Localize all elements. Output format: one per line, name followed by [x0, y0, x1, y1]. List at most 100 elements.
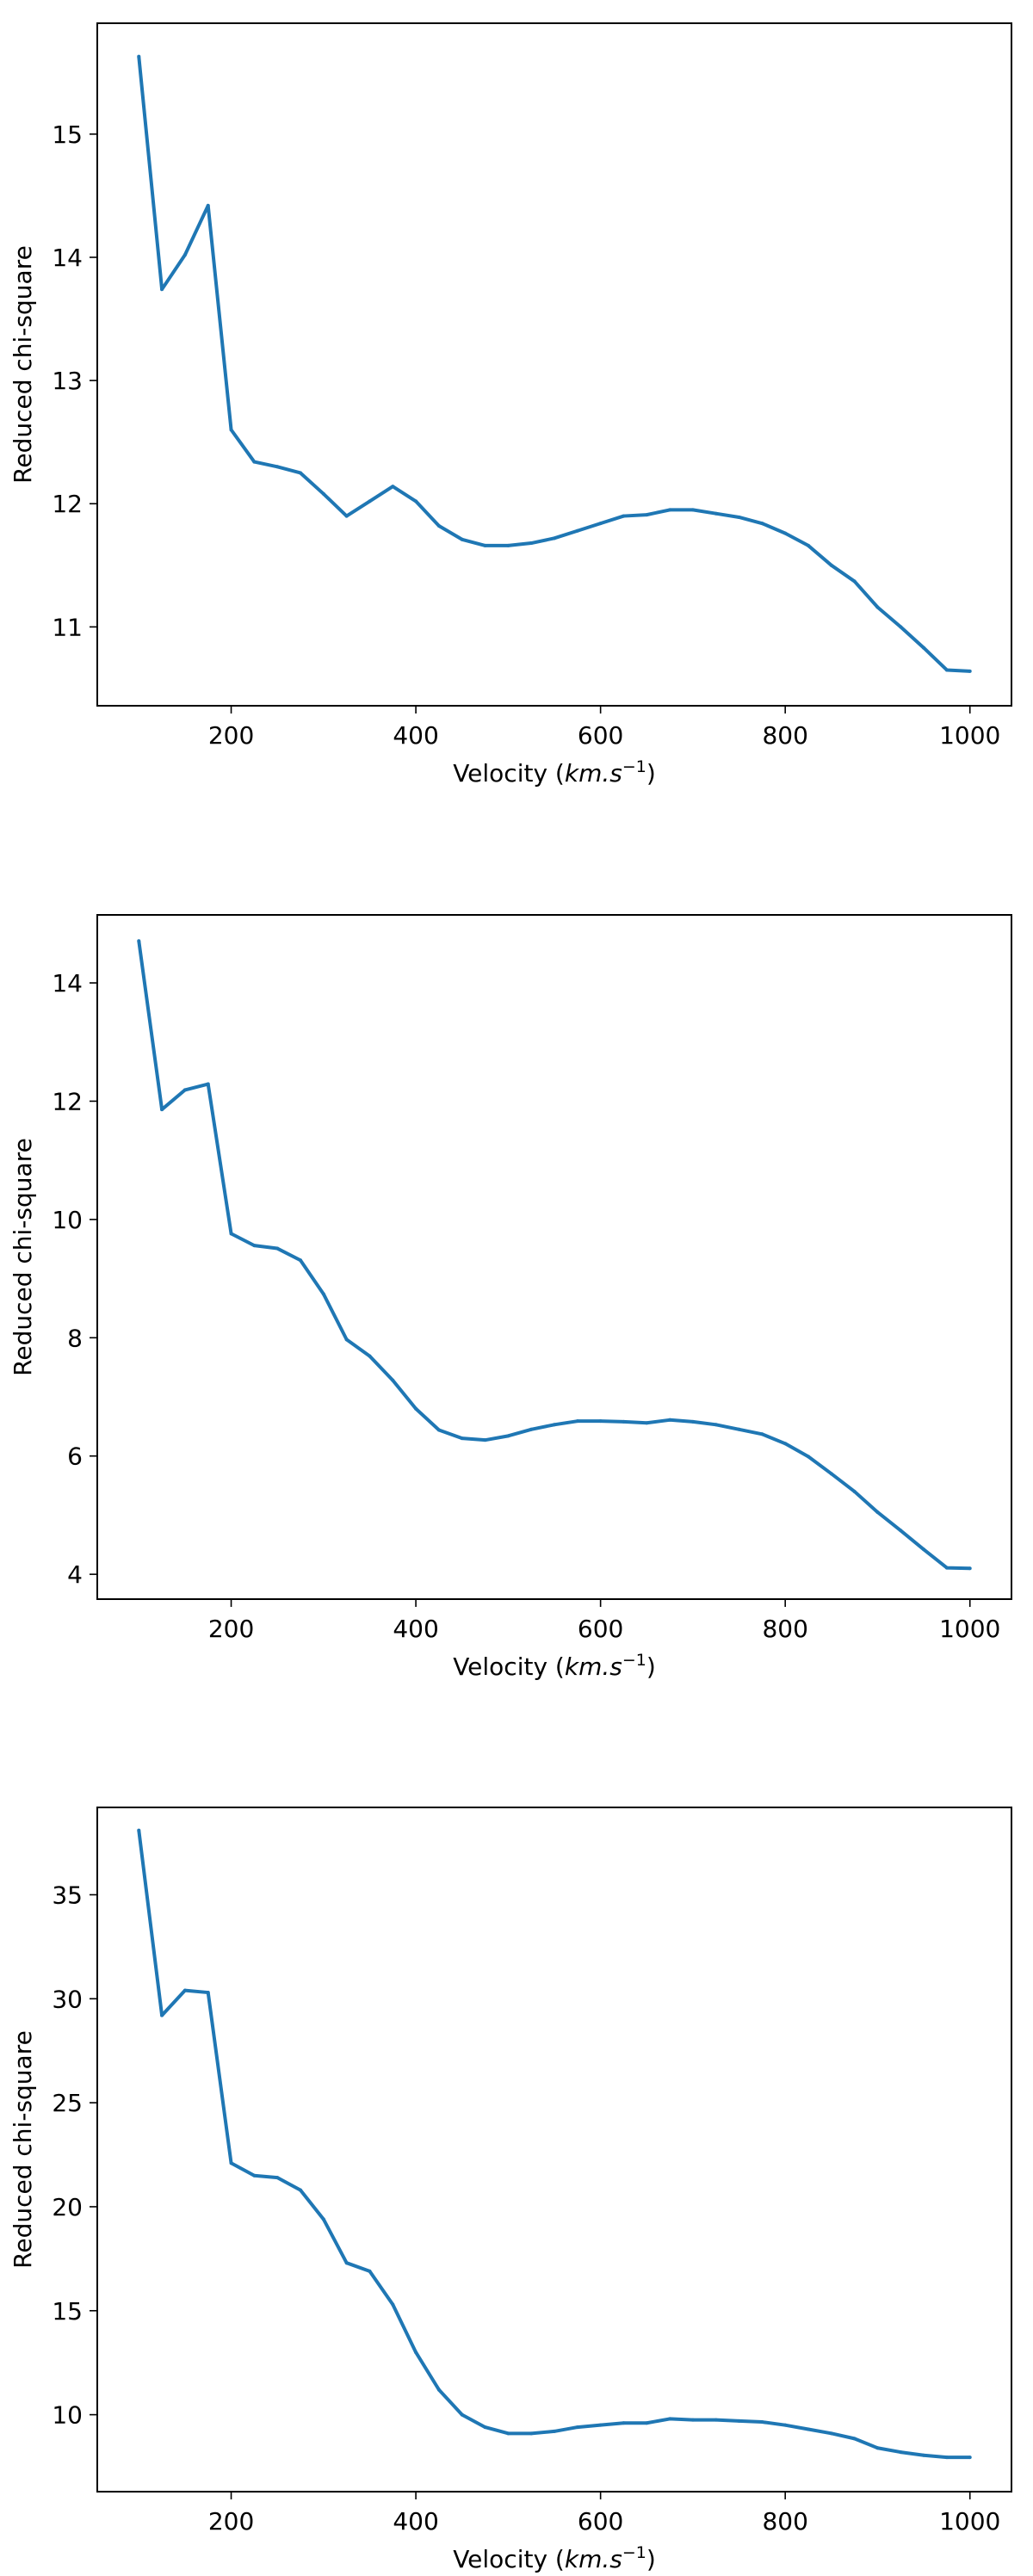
chart-panel-3: 200 400 600 800 1000 10 15 20 25 30 35 Velocity (km… [9, 1807, 1012, 2573]
data-point [299, 471, 302, 475]
data-point [275, 1246, 280, 1251]
data-point [229, 428, 233, 432]
y-tick-label: 12 [52, 490, 83, 518]
data-point [391, 485, 395, 489]
x-tick-label: 400 [393, 1615, 438, 1643]
data-point [206, 203, 210, 207]
x-axis-label-unit: km.s [565, 759, 622, 788]
x-axis-label-exponent: −1 [622, 2543, 646, 2562]
data-point [829, 2431, 833, 2436]
data-point [137, 1828, 141, 1832]
data-point [968, 1566, 972, 1571]
data-point [668, 1418, 672, 1422]
data-point [160, 1108, 164, 1112]
y-axis-label: Reduced chi-square [9, 1138, 37, 1376]
data-point [783, 1442, 788, 1446]
x-axis-label-suffix: ) [646, 759, 656, 788]
data-point [229, 1232, 233, 1236]
y-tick-label: 15 [52, 2297, 83, 2326]
data-point [182, 253, 187, 257]
x-axis-label-suffix: ) [646, 1652, 656, 1681]
y-axis-label: Reduced chi-square [9, 245, 37, 484]
data-point [483, 2425, 487, 2430]
data-point [968, 669, 972, 673]
x-tick-label: 800 [762, 721, 807, 750]
data-point [529, 2431, 534, 2436]
series-line [137, 1830, 970, 2460]
series-line [137, 940, 970, 1571]
data-point [899, 1529, 903, 1533]
data-point [922, 2453, 926, 2457]
data-point [252, 1244, 257, 1248]
plot-frame [96, 914, 1012, 1600]
data-point [321, 491, 325, 496]
data-point [483, 1438, 487, 1442]
y-tick-label: 14 [52, 244, 83, 272]
data-point [321, 1292, 325, 1296]
data-point [807, 2427, 810, 2431]
y-tick-label: 8 [67, 1324, 83, 1352]
y-tick-label: 10 [52, 2401, 83, 2430]
data-point [714, 2418, 718, 2422]
data-point [252, 460, 257, 464]
data-point [622, 1419, 626, 1424]
x-axis-label-unit: km.s [565, 2545, 622, 2573]
data-point [875, 1510, 880, 1514]
data-point [483, 543, 487, 547]
data-point [368, 2269, 372, 2273]
data-point [529, 1427, 534, 1431]
data-point [875, 605, 880, 609]
data-point [160, 287, 164, 292]
x-tick-label: 400 [393, 721, 438, 750]
data-point [553, 2429, 556, 2433]
data-point [414, 499, 418, 503]
data-point [553, 536, 556, 541]
data-point [575, 528, 579, 533]
y-tick-label: 15 [52, 120, 83, 149]
data-point [344, 514, 349, 518]
data-point [922, 646, 926, 650]
data-point [391, 1378, 395, 1382]
data-point [899, 625, 903, 629]
x-axis-label-suffix: ) [646, 2545, 656, 2573]
data-point [206, 1082, 210, 1086]
data-point [852, 2437, 857, 2441]
x-tick-label: 800 [762, 1615, 807, 1643]
x-axis-label-prefix: Velocity ( [453, 1652, 565, 1681]
data-point [852, 1489, 857, 1493]
y-axis-label: Reduced chi-square [9, 2030, 37, 2269]
data-point [414, 1406, 418, 1411]
x-axis-label-exponent: −1 [622, 757, 646, 776]
data-point [668, 508, 672, 512]
x-tick-label: 600 [578, 2507, 623, 2536]
y-tick-label: 14 [52, 969, 83, 998]
x-tick-label: 1000 [939, 721, 1000, 750]
x-tick-label: 1000 [939, 2507, 1000, 2536]
data-point [553, 1423, 556, 1427]
data-point [807, 543, 810, 547]
x-tick-label: 200 [208, 721, 254, 750]
data-point [737, 515, 741, 519]
data-point [252, 2173, 257, 2178]
data-point [852, 579, 857, 584]
data-point [368, 499, 372, 503]
data-point [737, 1427, 741, 1431]
y-tick-label: 11 [52, 613, 83, 641]
data-point [760, 2420, 764, 2425]
data-point [968, 2456, 972, 2460]
x-tick-label: 200 [208, 1615, 254, 1643]
x-axis-label-prefix: Velocity ( [453, 2545, 565, 2573]
data-point [783, 2423, 788, 2427]
data-point [807, 1455, 810, 1459]
data-point [622, 514, 626, 518]
x-axis-label: Velocity (km.s−1) [453, 1651, 656, 1681]
data-point [299, 1258, 302, 1263]
data-point [436, 524, 441, 528]
data-point [598, 522, 603, 526]
data-point [829, 563, 833, 567]
plot-frame [96, 1807, 1012, 2493]
data-point [944, 2456, 949, 2460]
data-point [137, 939, 141, 943]
data-point [598, 1419, 603, 1424]
data-point [737, 2418, 741, 2423]
